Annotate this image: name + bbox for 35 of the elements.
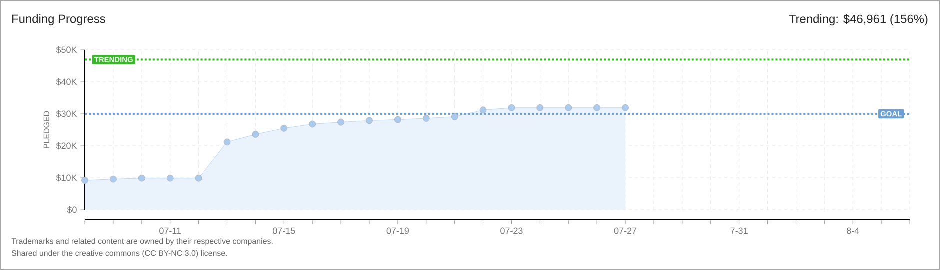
y-tick-label: $30K (56, 110, 78, 118)
point (110, 176, 117, 183)
chart-title: Funding Progress (12, 14, 106, 26)
x-tick-label: 07-11 (160, 228, 182, 234)
point (338, 118, 344, 126)
y-tick-label: $20K (56, 142, 78, 150)
x-tick-label: 07-23 (500, 228, 523, 234)
y-tick-label: $0 (67, 206, 77, 214)
x-tick-label: 8-4 (847, 228, 860, 234)
x-tick-label: 07-27 (614, 228, 637, 234)
point (536, 104, 544, 112)
point (138, 174, 146, 182)
point (508, 104, 516, 112)
y-tick-label: $40K (56, 78, 78, 86)
y-tick-label: $50K (56, 46, 78, 54)
point (594, 104, 600, 112)
x-tick-label: 7-31 (730, 228, 748, 234)
point (309, 120, 316, 128)
point (565, 104, 572, 112)
x-tick-label: 07-19 (386, 228, 409, 234)
point (622, 104, 629, 112)
point (82, 177, 88, 184)
point (480, 106, 487, 114)
point (366, 117, 373, 124)
chart-subtitle: Trending: $46,961 (156%) (789, 14, 928, 26)
point (195, 174, 202, 182)
x-tick-label: 07-15 (273, 228, 296, 234)
point (394, 116, 402, 124)
point (252, 131, 260, 138)
point (166, 174, 174, 182)
point (224, 138, 231, 146)
point (451, 113, 458, 120)
point (280, 125, 288, 132)
point (422, 115, 430, 122)
y-tick-label: $10K (56, 174, 78, 182)
